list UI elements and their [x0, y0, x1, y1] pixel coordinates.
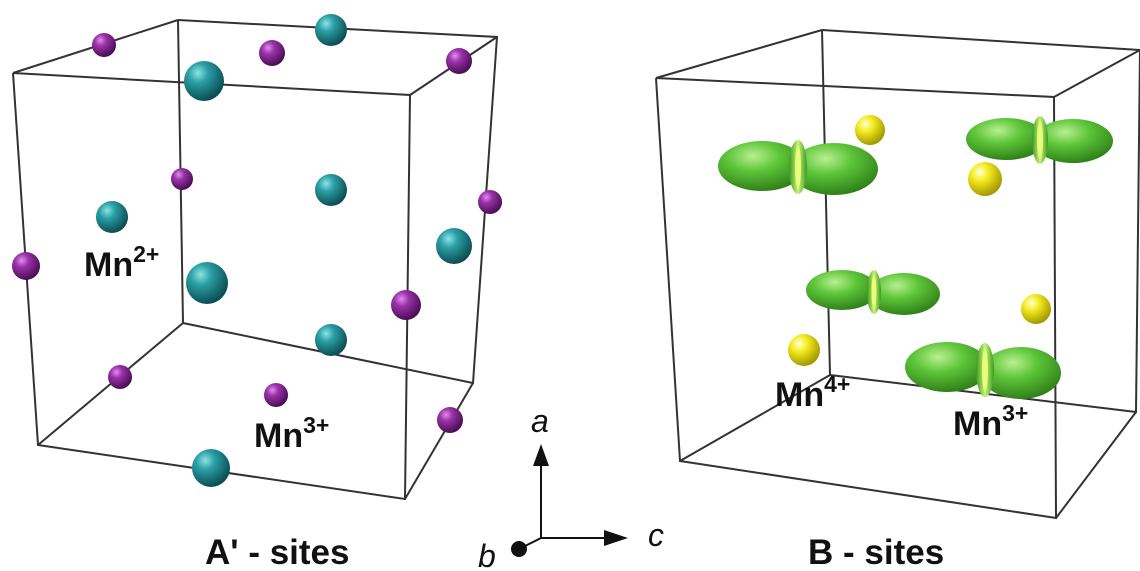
mn3-atom	[391, 290, 421, 320]
mn2-atom	[184, 61, 224, 101]
b-sites-title: B - sites	[808, 533, 944, 571]
right-cube-edge	[1053, 49, 1140, 98]
orbital	[966, 116, 1113, 164]
mn3-atom	[259, 40, 285, 66]
mn2-atom	[186, 262, 228, 304]
mn2-atom	[192, 449, 230, 487]
mn2-label: Mn2+	[84, 241, 159, 284]
mn3-label-right: Mn3+	[953, 400, 1028, 443]
orbital	[905, 342, 1061, 399]
mn4-atom	[1021, 294, 1051, 324]
mn2-atom	[436, 228, 472, 264]
a-axis-label: a	[531, 403, 549, 439]
mn2-atom	[315, 324, 347, 356]
mn4-atom	[788, 334, 820, 366]
a-axis-arrowhead	[533, 444, 549, 466]
mn3-atom	[92, 33, 116, 57]
a-prime-sites-title: A' - sites	[205, 533, 349, 571]
left-cube-edge	[404, 382, 474, 500]
mn4-label: Mn4+	[775, 371, 850, 414]
mn3-atom	[264, 383, 288, 407]
mn3-atom	[437, 407, 463, 433]
mn3-atom	[478, 190, 502, 214]
right-cube-edge	[679, 374, 831, 462]
b-axis-line	[518, 537, 542, 550]
mn4-atom	[968, 162, 1002, 196]
mn3-atom	[12, 252, 40, 280]
right-cube	[655, 29, 1140, 520]
mn3-atom	[171, 168, 193, 190]
orbital	[806, 270, 940, 315]
axes-indicator: a c b	[478, 403, 664, 571]
mn2-atom	[315, 174, 347, 206]
c-axis-label: c	[648, 517, 664, 553]
mn3-label-left: Mn3+	[254, 412, 329, 455]
mn2-atom	[315, 14, 347, 46]
orbital	[718, 140, 878, 195]
mn3-atom	[446, 48, 472, 74]
c-axis-arrowhead	[604, 530, 628, 546]
right-cube-edge	[655, 29, 823, 79]
b-axis-label: b	[478, 538, 496, 571]
left-atoms	[12, 14, 502, 487]
right-atoms	[788, 115, 1051, 366]
right-cube-edge	[1055, 411, 1137, 519]
mn4-atom	[855, 115, 885, 145]
mn3-atom	[108, 365, 132, 389]
mn2-atom	[96, 201, 128, 233]
